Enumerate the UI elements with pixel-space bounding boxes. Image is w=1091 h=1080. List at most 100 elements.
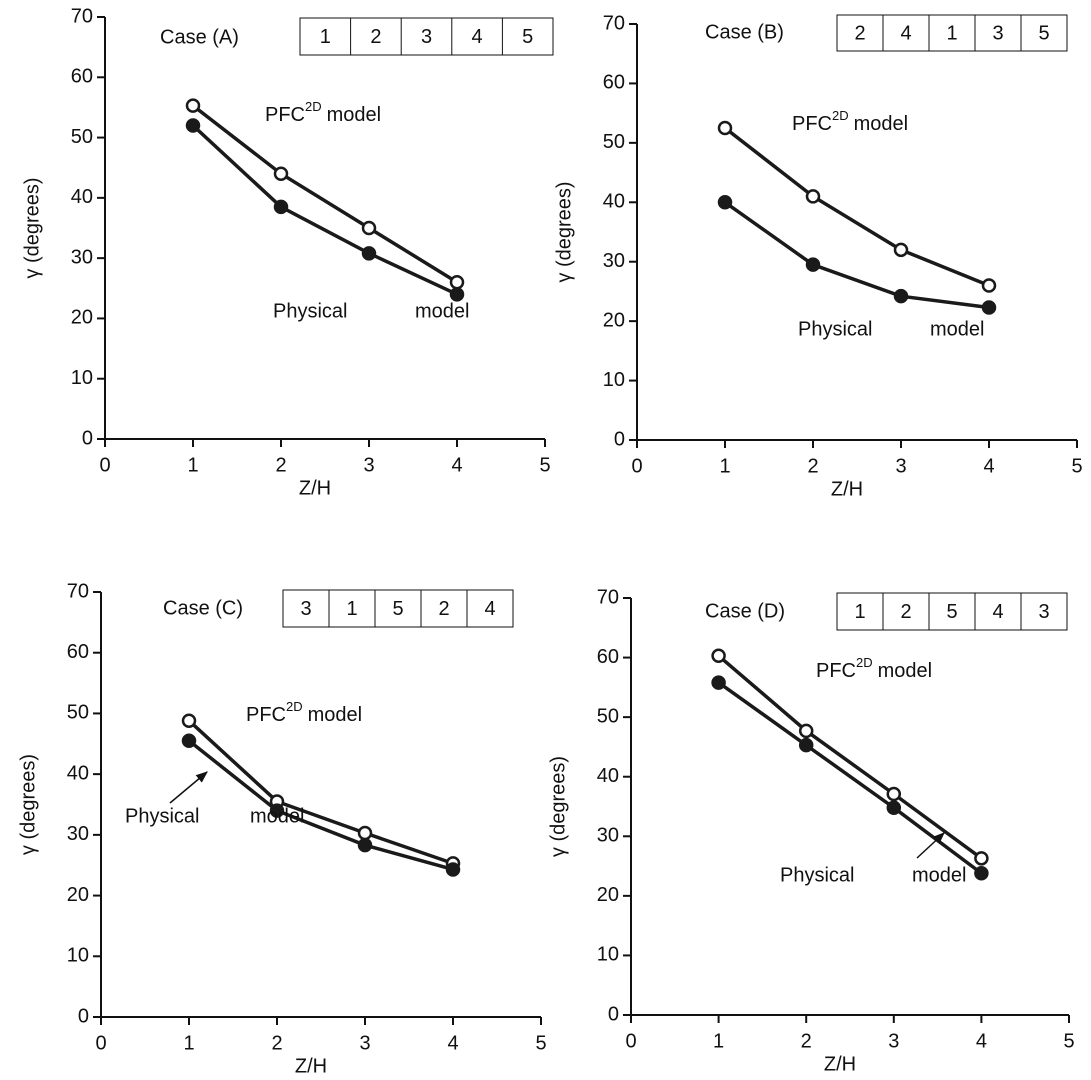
y-tick-label: 10 <box>67 945 89 967</box>
sequence-number: 5 <box>946 601 957 623</box>
x-tick-label: 3 <box>363 454 374 476</box>
y-axis-label: γ (degrees) <box>547 756 569 857</box>
data-point <box>893 288 909 304</box>
y-tick-label: 20 <box>67 884 89 906</box>
data-point <box>273 166 289 181</box>
pfc-label: PFC2D model <box>816 655 932 682</box>
data-point <box>886 786 902 802</box>
case-label: Case (C) <box>163 597 243 619</box>
data-point <box>805 257 821 272</box>
data-point <box>185 98 201 113</box>
data-point <box>886 800 902 815</box>
sequence-number: 5 <box>1038 22 1049 44</box>
data-point <box>357 837 373 853</box>
sequence-box <box>836 592 1068 631</box>
x-tick-label: 4 <box>983 455 994 477</box>
case-label: Case (B) <box>705 21 784 43</box>
data-point <box>711 675 726 690</box>
y-tick-label: 40 <box>67 762 89 784</box>
sequence-number: 1 <box>320 26 331 48</box>
x-tick-label: 2 <box>801 1030 812 1052</box>
data-point <box>798 723 814 739</box>
y-tick-label: 10 <box>603 369 625 391</box>
sequence-number: 2 <box>438 598 449 620</box>
physical-label: Physical <box>125 805 199 827</box>
x-tick-label: 2 <box>275 454 286 476</box>
x-tick-label: 2 <box>271 1032 282 1054</box>
pfc-superscript: 2D <box>286 699 303 714</box>
y-tick-label: 50 <box>67 702 89 724</box>
y-tick-label: 20 <box>597 884 619 906</box>
y-tick-label: 50 <box>597 705 619 727</box>
y-tick-label: 20 <box>603 309 625 331</box>
pfc-text: PFC <box>792 113 832 135</box>
x-tick-label: 0 <box>625 1030 636 1052</box>
x-tick-label: 5 <box>1063 1030 1074 1052</box>
data-point <box>449 287 465 302</box>
data-point <box>711 648 726 664</box>
data-point <box>805 189 821 204</box>
series-line <box>191 124 458 296</box>
y-tick-label: 60 <box>603 72 625 94</box>
x-tick-label: 4 <box>447 1032 458 1054</box>
pfc-text: PFC <box>816 660 856 682</box>
data-point <box>269 803 285 818</box>
x-tick-label: 3 <box>895 455 906 477</box>
sequence-number: 4 <box>484 598 495 620</box>
y-tick-label: 0 <box>608 1003 619 1025</box>
series-line <box>717 654 983 860</box>
x-axis-label: Z/H <box>824 1053 856 1075</box>
pfc-suffix: model <box>854 113 908 135</box>
data-point <box>974 851 989 866</box>
series-line <box>717 681 983 875</box>
pfc-superscript: 2D <box>856 655 873 670</box>
x-tick-label: 5 <box>535 1032 546 1054</box>
y-tick-label: 40 <box>597 765 619 787</box>
data-point <box>717 120 733 136</box>
data-point <box>357 825 373 841</box>
y-tick-label: 10 <box>71 367 93 389</box>
sequence-box <box>836 14 1068 52</box>
sequence-number: 1 <box>346 598 357 620</box>
series-line <box>191 104 458 284</box>
sequence-number: 2 <box>370 26 381 48</box>
x-tick-label: 4 <box>976 1030 987 1052</box>
y-tick-label: 60 <box>71 66 93 88</box>
data-point <box>717 195 733 210</box>
y-tick-label: 0 <box>82 427 93 449</box>
sequence-number: 4 <box>472 26 483 48</box>
x-tick-label: 1 <box>183 1032 194 1054</box>
model-label: model <box>912 864 966 886</box>
y-tick-label: 10 <box>597 944 619 966</box>
pointer-arrow <box>916 832 945 859</box>
x-tick-label: 3 <box>888 1030 899 1052</box>
data-point <box>361 220 377 236</box>
x-tick-label: 2 <box>807 455 818 477</box>
data-point <box>449 275 465 290</box>
sequence-number: 3 <box>1038 601 1049 623</box>
sequence-number: 1 <box>946 22 957 44</box>
series-line <box>723 200 990 310</box>
x-tick-label: 1 <box>187 454 198 476</box>
x-tick-label: 1 <box>713 1030 724 1052</box>
y-tick-label: 40 <box>603 191 625 213</box>
sequence-number: 3 <box>300 598 311 620</box>
x-tick-label: 0 <box>95 1032 106 1054</box>
series-line <box>187 739 454 872</box>
sequence-box <box>282 589 514 628</box>
data-point <box>798 737 814 753</box>
x-tick-label: 4 <box>451 454 462 476</box>
x-axis-label: Z/H <box>831 478 863 500</box>
y-tick-label: 70 <box>71 5 93 27</box>
model-label: model <box>930 318 984 340</box>
data-point <box>981 300 997 315</box>
y-axis-label: γ (degrees) <box>21 177 43 278</box>
y-tick-label: 0 <box>78 1005 89 1027</box>
pfc-suffix: model <box>878 660 932 682</box>
physical-label: Physical <box>273 300 347 322</box>
sequence-number: 3 <box>421 26 432 48</box>
y-tick-label: 60 <box>597 646 619 668</box>
y-tick-label: 20 <box>71 307 93 329</box>
